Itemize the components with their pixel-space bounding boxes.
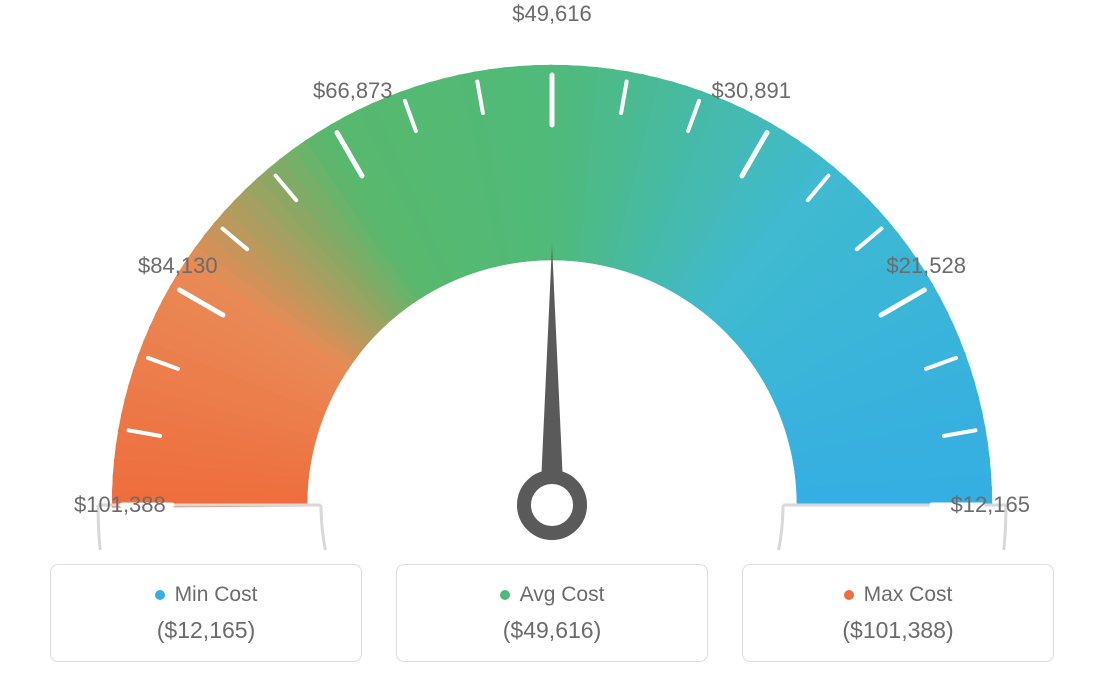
legend-value: ($12,165) xyxy=(157,617,255,644)
gauge-scale-label: $101,388 xyxy=(74,492,166,518)
legend-header: Avg Cost xyxy=(500,583,605,607)
gauge-svg xyxy=(52,10,1052,550)
gauge-scale-label: $12,165 xyxy=(950,492,1030,518)
legend-title: Min Cost xyxy=(175,583,258,607)
legend-card-max: Max Cost ($101,388) xyxy=(742,564,1054,662)
legend-title: Max Cost xyxy=(864,583,953,607)
legend-header: Max Cost xyxy=(844,583,953,607)
legend-title: Avg Cost xyxy=(520,583,605,607)
gauge-scale-label: $66,873 xyxy=(313,78,393,104)
gauge-scale-label: $49,616 xyxy=(512,1,592,27)
gauge-scale-label: $30,891 xyxy=(711,78,791,104)
legend-header: Min Cost xyxy=(155,583,258,607)
legend-value: ($49,616) xyxy=(503,617,601,644)
legend-dot-icon xyxy=(844,590,854,600)
gauge-chart: $12,165 $21,528 $30,891 $49,616 $66,873 $84,1… xyxy=(0,0,1104,560)
legend-card-min: Min Cost ($12,165) xyxy=(50,564,362,662)
legend-dot-icon xyxy=(500,590,510,600)
legend-dot-icon xyxy=(155,590,165,600)
legend-row: Min Cost ($12,165) Avg Cost ($49,616) Ma… xyxy=(0,564,1104,662)
gauge-scale-label: $21,528 xyxy=(886,253,966,279)
gauge-scale-label: $84,130 xyxy=(138,253,218,279)
legend-value: ($101,388) xyxy=(842,617,953,644)
legend-card-avg: Avg Cost ($49,616) xyxy=(396,564,708,662)
